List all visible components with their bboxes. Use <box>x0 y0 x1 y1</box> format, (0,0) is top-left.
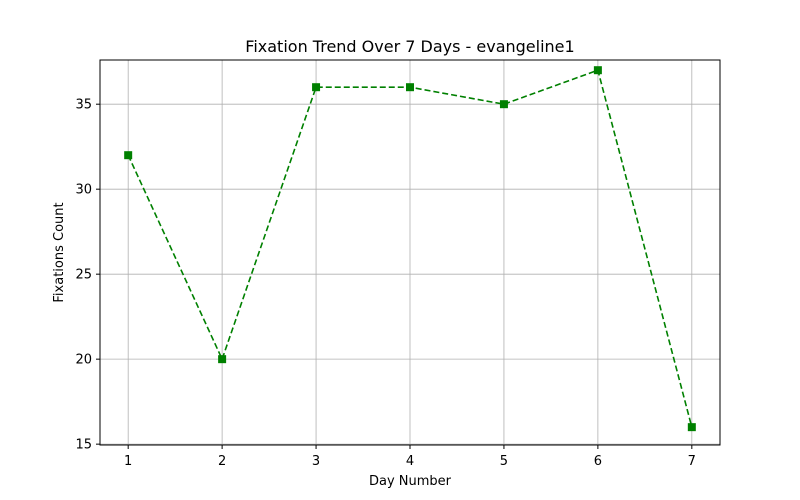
x-axis-label: Day Number <box>369 474 452 489</box>
x-tick-label: 5 <box>500 454 508 469</box>
data-point-day-6 <box>593 66 602 75</box>
x-tick-label: 2 <box>218 454 226 469</box>
x-tick-label: 1 <box>124 454 132 469</box>
y-tick-label: 25 <box>75 268 92 283</box>
y-tick-label: 35 <box>75 98 92 113</box>
x-tick-label: 4 <box>406 454 414 469</box>
data-point-day-1 <box>124 151 133 160</box>
x-tick-label: 7 <box>688 454 696 469</box>
grid <box>100 60 720 445</box>
y-tick-label: 20 <box>75 353 92 368</box>
data-point-day-5 <box>499 100 508 109</box>
data-point-day-7 <box>687 423 696 432</box>
y-axis-label: Fixations Count <box>52 202 67 302</box>
series-layer <box>124 66 696 432</box>
y-tick-label: 30 <box>75 183 92 198</box>
x-tick-label: 6 <box>594 454 602 469</box>
data-point-day-4 <box>406 83 414 92</box>
chart-title: Fixation Trend Over 7 Days - evangeline1 <box>245 37 574 56</box>
ticks: 1 2 3 4 5 6 7 15 20 25 30 35 <box>75 98 696 469</box>
y-tick-label: 15 <box>75 438 92 453</box>
data-point-day-2 <box>218 355 227 364</box>
data-point-day-3 <box>312 83 321 92</box>
x-tick-label: 3 <box>312 454 320 469</box>
